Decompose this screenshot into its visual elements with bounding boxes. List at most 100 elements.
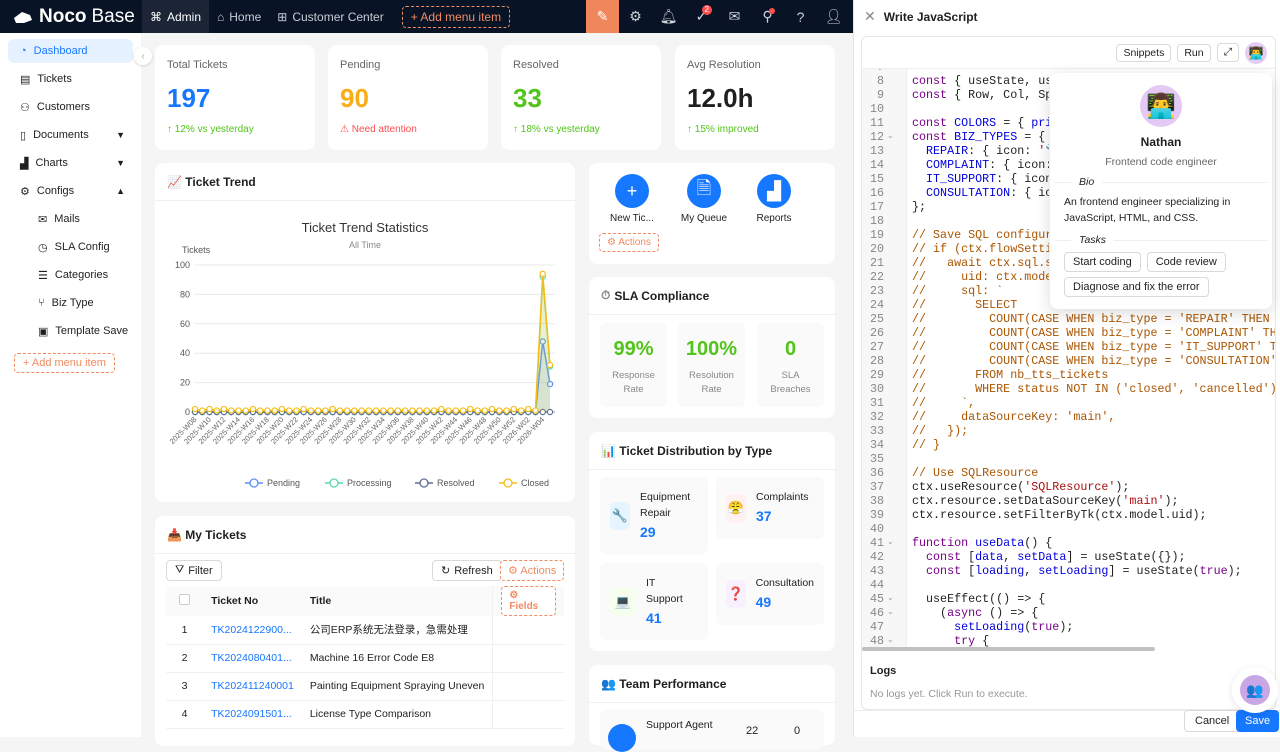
- ticket-link[interactable]: TK2024091501...: [211, 708, 292, 720]
- stat-trend: ⚠ Need attention: [340, 124, 417, 135]
- dist-consultation[interactable]: ❓ Consultation 49: [716, 563, 824, 625]
- sidebar-item-mails[interactable]: ✉ Mails: [38, 213, 80, 226]
- line-number: 23: [869, 284, 884, 298]
- table-actions-config-button[interactable]: ⚙ Actions: [500, 560, 565, 581]
- code-line: 17};: [862, 200, 1275, 214]
- sidebar-item-documents[interactable]: ▯ Documents ▼: [20, 129, 125, 142]
- fold-chevron-icon[interactable]: ⌄: [887, 594, 894, 603]
- my-tickets-card: 📥 My Tickets ⛛ Filter ↻ Refresh ⚙ Actions …: [155, 516, 575, 746]
- todo-check-icon[interactable]: ✓ 2: [685, 0, 718, 33]
- code-line: 25 // COUNT(CASE WHEN biz_type = 'REPAIR'…: [862, 312, 1275, 326]
- code-line: 39 ctx.resource.setFilterByTk(ctx.model.u…: [862, 508, 1275, 522]
- bell-icon[interactable]: 🔔︎: [659, 8, 678, 24]
- dist-it-support[interactable]: 💻 IT Support 41: [600, 563, 708, 640]
- search-icon[interactable]: ⚲: [751, 0, 784, 33]
- ticket-trend-card: 📈 Ticket Trend Ticket Trend Statistics A…: [155, 163, 575, 502]
- sidebar-item-biz-type[interactable]: ⑂ Biz Type: [38, 297, 94, 309]
- column-header-title[interactable]: Title: [301, 586, 493, 616]
- sidebar-item-customers[interactable]: ⚇ Customers: [20, 101, 91, 114]
- settings-icon[interactable]: ⚙: [629, 8, 642, 24]
- quick-actions-card: + New Tic... 🗎︎ My Queue ▟ Reports ⚙ Action…: [589, 163, 835, 264]
- help-icon[interactable]: ?: [796, 8, 805, 25]
- sidebar-add-menu-item-button[interactable]: + Add menu item: [14, 353, 115, 373]
- sidebar-item-sla-config[interactable]: ◷ SLA Config: [38, 241, 110, 254]
- data-point: [329, 405, 336, 413]
- code-line: 41 ⌄ function useData() {: [862, 536, 1275, 550]
- data-point: [235, 407, 242, 414]
- ticket-link[interactable]: TK202411240001: [211, 680, 294, 692]
- table-row[interactable]: 4 TK2024091501... License Type Comparison: [166, 700, 564, 729]
- new-ticket-button[interactable]: + New Tic...: [602, 174, 662, 224]
- nav-admin[interactable]: ⌘ Admin: [142, 0, 210, 33]
- sidebar-item-configs[interactable]: ⚙ Configs ▲: [20, 185, 125, 198]
- line-number: 20: [869, 242, 884, 256]
- sidebar-item-tickets[interactable]: ▤ Tickets: [20, 73, 72, 86]
- select-all-checkbox[interactable]: [179, 594, 191, 605]
- area-chart-icon: ▟: [757, 174, 791, 208]
- user-icon[interactable]: 👤︎: [824, 8, 843, 24]
- snippets-button[interactable]: Snippets: [1116, 43, 1172, 62]
- actions-config-button[interactable]: ⚙ Actions: [599, 233, 659, 252]
- refresh-button[interactable]: ↻ Refresh: [432, 560, 502, 581]
- save-button[interactable]: Save: [1236, 710, 1280, 732]
- my-queue-button[interactable]: 🗎︎ My Queue: [674, 174, 734, 224]
- fold-chevron-icon[interactable]: ⌄: [887, 538, 894, 547]
- table-row[interactable]: 2 TK2024080401... Machine 16 Error Code E8: [166, 644, 564, 673]
- data-point: [394, 407, 402, 414]
- nav-home[interactable]: ⌂ Home: [217, 9, 262, 24]
- fold-chevron-icon[interactable]: ⌄: [887, 608, 894, 617]
- stopwatch-icon: ⏱: [601, 288, 611, 302]
- add-menu-item-button[interactable]: + Add menu item: [401, 5, 511, 28]
- stat-value: 33: [513, 83, 542, 113]
- table-row[interactable]: 3 TK202411240001 Painting Equipment Sprayi…: [166, 672, 564, 701]
- horizontal-scrollbar[interactable]: [862, 647, 1155, 651]
- ticket-link[interactable]: TK2024122900...: [211, 623, 292, 636]
- column-header-ticket-no[interactable]: Ticket No: [203, 586, 302, 616]
- fullscreen-icon[interactable]: ⤢: [1216, 43, 1239, 62]
- code-line: 13 REPAIR: { icon: '🔧',: [862, 144, 1275, 158]
- task-start-coding-button[interactable]: Start coding: [1064, 252, 1141, 272]
- nav-customer-center[interactable]: ⊞ Customer Center: [277, 9, 384, 24]
- sidebar-item-charts[interactable]: ▟ Charts ▼: [20, 157, 125, 170]
- code-text: // COUNT(CASE WHEN biz_type = 'REPAIR' T…: [912, 312, 1270, 326]
- close-icon[interactable]: ✕: [864, 8, 876, 24]
- series-area-pending: [195, 341, 550, 412]
- ai-assistant-avatar[interactable]: 👨‍💻: [1245, 41, 1267, 64]
- line-number: 39: [869, 508, 884, 522]
- ai-profile-popover: 👨‍💻 Nathan Frontend code engineer Bio An…: [1050, 73, 1272, 309]
- code-text: const BIZ_TYPES = {: [912, 130, 1046, 144]
- data-point: [438, 405, 445, 413]
- mail-icon[interactable]: ✉: [728, 8, 741, 24]
- task-code-review-button[interactable]: Code review: [1146, 252, 1226, 272]
- data-point: [293, 407, 300, 414]
- ui-editor-icon[interactable]: ✎: [586, 0, 619, 33]
- nocobase-logo[interactable]: Noco Base: [0, 6, 142, 28]
- dist-complaints[interactable]: 😤 Complaints 37: [716, 477, 824, 539]
- fields-config-button[interactable]: ⚙ Fields: [501, 586, 556, 616]
- sidebar-item-dashboard[interactable]: ◔ Dashboard: [8, 39, 133, 63]
- fold-chevron-icon[interactable]: ⌄: [887, 636, 894, 645]
- code-line: 38 ctx.resource.setDataSourceKey('main');: [862, 494, 1275, 508]
- y-tick-label: 20: [180, 378, 190, 388]
- line-number: 21: [869, 256, 884, 270]
- collapse-sidebar-button[interactable]: ‹: [134, 47, 152, 65]
- grid-icon: ⊞: [277, 9, 288, 24]
- fold-chevron-icon[interactable]: ⌄: [887, 132, 894, 141]
- line-number: 30: [869, 382, 884, 396]
- data-point: [365, 407, 373, 414]
- dist-equipment-repair[interactable]: 🔧 Equipment Repair 29: [600, 477, 708, 554]
- filter-button[interactable]: ⛛ Filter: [166, 560, 222, 581]
- table-row[interactable]: 1 TK2024122900... 公司ERP系统无法登录，急需处理: [166, 616, 564, 645]
- ai-employees-float-button[interactable]: 👥: [1232, 667, 1278, 713]
- y-tick-label: 40: [180, 348, 190, 358]
- legend-item-processing: Processing: [347, 478, 392, 488]
- ticket-link[interactable]: TK2024080401...: [211, 652, 292, 664]
- reports-button[interactable]: ▟ Reports: [744, 174, 804, 224]
- data-point: [539, 270, 546, 278]
- run-button[interactable]: Run: [1177, 43, 1211, 62]
- task-diagnose-button[interactable]: Diagnose and fix the error: [1064, 277, 1209, 297]
- sidebar-item-categories[interactable]: ☰ Categories: [38, 269, 109, 282]
- code-text: (async () => {: [912, 606, 1039, 620]
- sidebar-item-template-save[interactable]: ▣ Template Save: [38, 325, 129, 338]
- cancel-button[interactable]: Cancel: [1184, 710, 1241, 732]
